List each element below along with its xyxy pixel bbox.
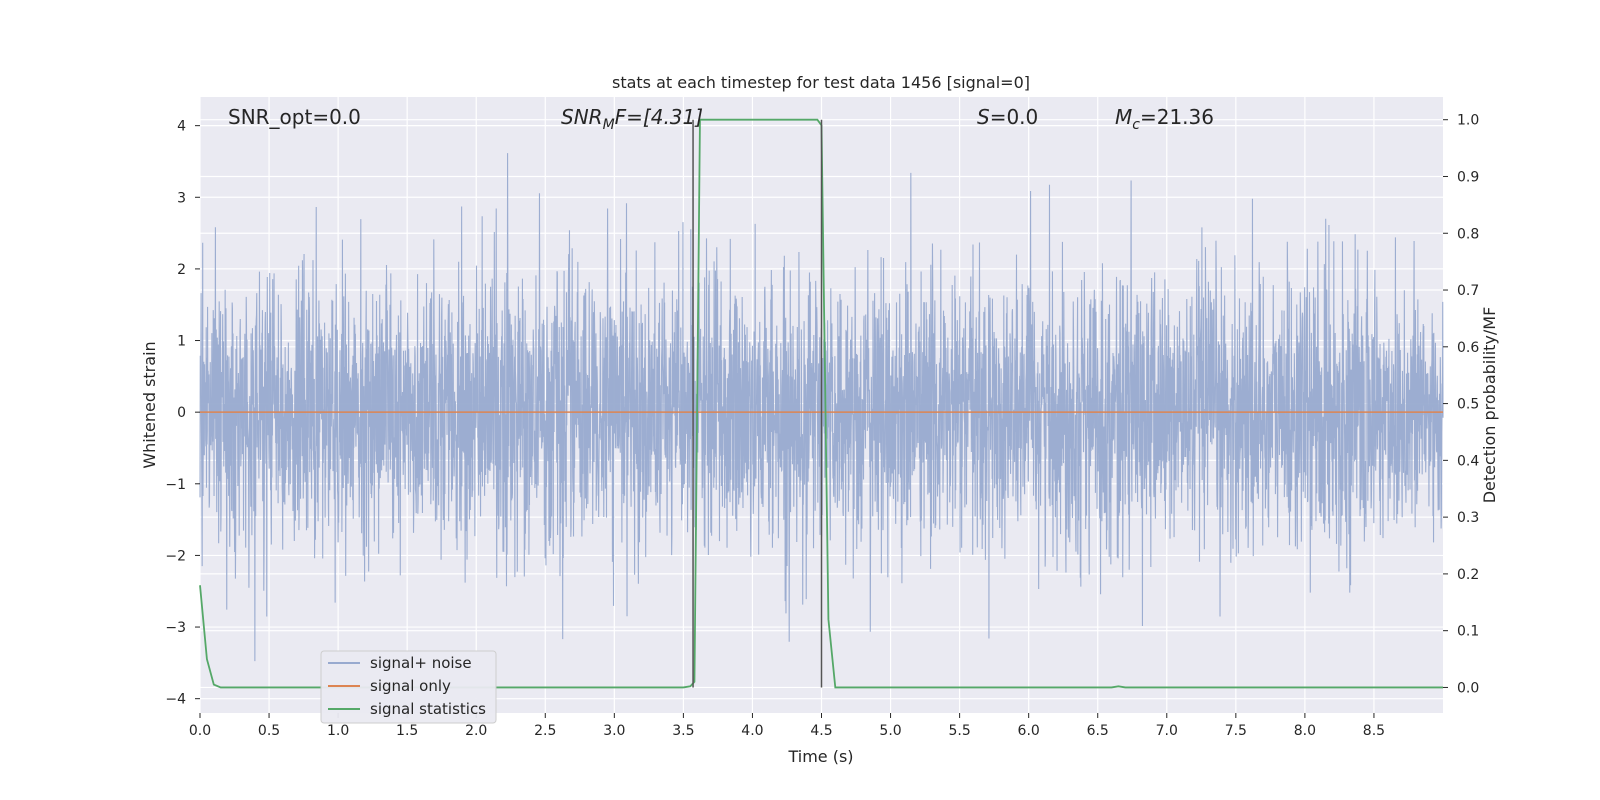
x-axis-label: Time (s) [787,747,853,766]
y2-tick-label-5: 0.5 [1457,397,1479,413]
y2-tick-label-1: 0.9 [1457,169,1479,185]
y-tick-label-6: −2 [165,548,186,564]
y2-tick-label-9: 0.1 [1457,624,1479,640]
legend-label-noise: signal+ noise [370,654,472,672]
x-tick-label-8: 4.0 [741,723,763,739]
y2-tick-label-8: 0.2 [1457,567,1479,583]
x-tick-label-12: 6.0 [1018,723,1040,739]
y2-tick-label-7: 0.3 [1457,510,1479,526]
x-tick-label-2: 1.0 [327,723,349,739]
y2-tick-label-3: 0.7 [1457,283,1479,299]
x-axis-ticks: 0.0 0.5 1.0 1.5 2.0 2.5 3.0 3.5 4.0 4.5 5.0 5.5 6.0 6… [189,713,1385,739]
y-tick-label-3: 1 [177,334,186,350]
snr-mf-subscript: M [603,117,615,133]
s-symbol: S [977,105,990,129]
x-tick-label-5: 2.5 [534,723,556,739]
x-tick-label-3: 1.5 [396,723,418,739]
y2-tick-label-0: 1.0 [1457,113,1479,129]
mc-subscript: c [1132,117,1140,133]
x-tick-label-11: 5.5 [948,723,970,739]
snr-mf-symbol: SNR [561,105,603,129]
chart-title: stats at each timestep for test data 145… [612,73,1030,92]
y-tick-label-8: −4 [165,692,186,708]
legend-box [320,650,497,724]
mc-annotation: Mc=21.36 [1115,105,1214,133]
y-tick-label-0: 4 [177,119,186,135]
x-tick-label-6: 3.0 [603,723,625,739]
y-tick-label-2: 2 [177,262,186,278]
y2-tick-label-2: 0.8 [1457,226,1479,242]
x-tick-label-9: 4.5 [810,723,832,739]
mc-symbol: M [1115,105,1132,129]
y2-tick-label-10: 0.0 [1457,680,1479,696]
snr-opt-annotation: SNR_opt=0.0 [228,105,361,129]
right-axis-label: Detection probability/MF [1480,307,1499,504]
x-tick-label-13: 6.5 [1087,723,1109,739]
x-tick-label-1: 0.5 [258,723,280,739]
y-tick-label-5: −1 [165,477,186,493]
x-tick-label-0: 0.0 [189,723,211,739]
y-tick-label-7: −3 [165,620,186,636]
y2-tick-label-4: 0.6 [1457,340,1479,356]
legend: signal+ noise signal only signal statist… [320,650,497,724]
snr-mf-value: F=[4.31] [615,105,703,129]
legend-label-signal-only: signal only [370,677,451,695]
s-value: =0.0 [990,105,1039,129]
x-tick-label-10: 5.0 [879,723,901,739]
legend-label-statistics: signal statistics [370,700,486,718]
snr-mf-annotation: SNRMF=[4.31] [561,105,703,133]
x-tick-label-4: 2.0 [465,723,487,739]
y-axis-ticks: 4 3 2 1 0 −1 −2 −3 −4 [165,119,200,708]
y-tick-label-4: 0 [177,405,186,421]
x-tick-label-17: 8.5 [1363,723,1385,739]
x-tick-label-7: 3.5 [672,723,694,739]
right-axis-ticks: 1.0 0.9 0.8 0.7 0.6 0.5 0.4 0.3 0.2 0.1 0.0 [1443,113,1479,696]
mc-value: =21.36 [1140,105,1214,129]
s-annotation: S=0.0 [977,105,1038,129]
x-tick-label-16: 8.0 [1294,723,1316,739]
y-axis-label: Whitened strain [140,341,159,468]
y2-tick-label-6: 0.4 [1457,453,1479,469]
x-tick-label-15: 7.5 [1225,723,1247,739]
marker-lines [692,119,823,688]
y-tick-label-1: 3 [177,190,186,206]
x-tick-label-14: 7.0 [1156,723,1178,739]
